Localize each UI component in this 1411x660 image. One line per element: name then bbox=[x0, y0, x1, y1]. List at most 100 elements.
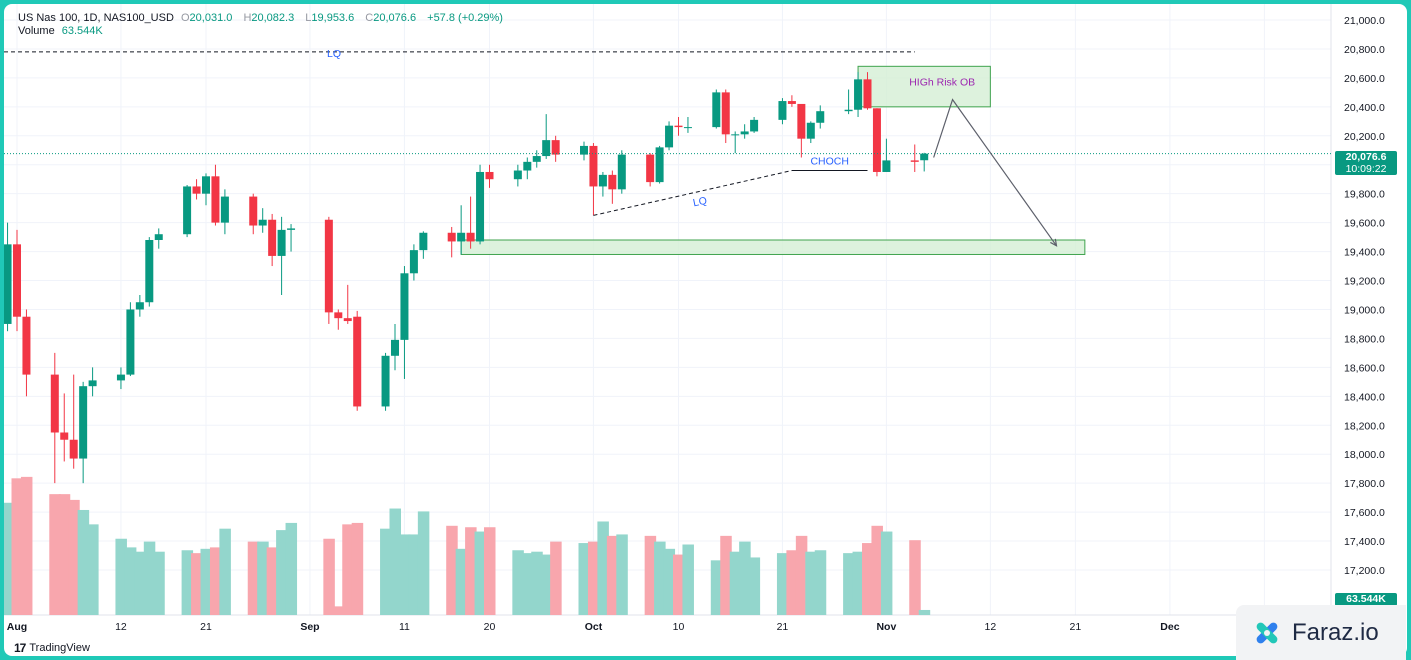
candle-body bbox=[88, 380, 97, 387]
volume-bar bbox=[115, 538, 127, 615]
volume-bar bbox=[465, 527, 477, 615]
candle-body bbox=[268, 219, 277, 256]
volume-bar bbox=[417, 511, 430, 615]
volume-bar bbox=[739, 541, 751, 615]
volume-bar bbox=[654, 541, 666, 615]
price-tick-label: 18,800.0 bbox=[1344, 333, 1385, 345]
lq-trend-label: LQ bbox=[692, 195, 708, 210]
candle-body bbox=[816, 111, 825, 123]
price-tick-label: 19,400.0 bbox=[1344, 247, 1385, 259]
low-label: L bbox=[305, 12, 312, 24]
low-value: 19,953.6 bbox=[311, 12, 355, 24]
volume-bar bbox=[521, 553, 534, 615]
time-tick-label: 12 bbox=[985, 621, 997, 633]
candle-body bbox=[353, 316, 362, 407]
volume-bar bbox=[219, 528, 231, 615]
candle-body bbox=[60, 432, 69, 440]
bar-countdown: 10:09:22 bbox=[1345, 163, 1387, 175]
candle-body bbox=[542, 140, 551, 157]
time-tick-label: 20 bbox=[484, 621, 496, 633]
price-tick-label: 19,000.0 bbox=[1344, 304, 1385, 316]
symbol-name[interactable]: US Nas 100, 1D, NAS100_USD bbox=[18, 12, 174, 24]
candle-body bbox=[731, 134, 740, 136]
volume-bar bbox=[871, 525, 883, 615]
volume-bar bbox=[143, 541, 156, 615]
volume-bar bbox=[606, 535, 619, 615]
volume-bar bbox=[843, 553, 855, 615]
candle-body bbox=[249, 196, 258, 226]
price-tick-label: 20,800.0 bbox=[1344, 44, 1385, 56]
volume-bar bbox=[474, 531, 487, 615]
volume-bar bbox=[257, 541, 269, 615]
candle-body bbox=[740, 131, 749, 135]
change-value: +57.8 (+0.29%) bbox=[427, 12, 503, 24]
candle-body bbox=[721, 92, 730, 135]
order-block-label: HIGh Risk OB bbox=[909, 77, 975, 89]
volume-bar bbox=[20, 476, 33, 615]
candle-body bbox=[712, 92, 721, 128]
volume-bar bbox=[587, 541, 600, 615]
volume-bar bbox=[918, 609, 931, 615]
faraz-label: Faraz.io bbox=[1292, 618, 1379, 646]
tradingview-logo[interactable]: 17 TradingView bbox=[14, 641, 90, 655]
volume-bars bbox=[4, 476, 931, 615]
price-tick-label: 19,800.0 bbox=[1344, 189, 1385, 201]
volume-bar bbox=[720, 535, 732, 615]
time-tick-label: 21 bbox=[1070, 621, 1082, 633]
price-tick-label: 21,000.0 bbox=[1344, 15, 1385, 27]
volume-bar bbox=[11, 478, 23, 615]
volume-bar bbox=[4, 502, 14, 615]
candle-body bbox=[220, 196, 229, 223]
candle-body bbox=[419, 232, 428, 251]
candle-body bbox=[683, 127, 692, 129]
time-tick-label: Aug bbox=[7, 621, 27, 633]
candle-body bbox=[381, 355, 390, 407]
candle-body bbox=[154, 234, 163, 240]
price-tick-label: 20,600.0 bbox=[1344, 73, 1385, 85]
candle-body bbox=[466, 232, 475, 242]
volume-bar bbox=[578, 543, 590, 615]
time-tick-label: 10 bbox=[673, 621, 685, 633]
volume-bar bbox=[351, 522, 364, 615]
volume-bar bbox=[909, 540, 921, 615]
candle-body bbox=[551, 140, 560, 155]
time-tick-label: 21 bbox=[200, 621, 212, 633]
candle-body bbox=[617, 154, 626, 190]
volume-label[interactable]: Volume bbox=[18, 25, 55, 37]
close-label: C bbox=[365, 12, 374, 24]
candle-body bbox=[797, 103, 806, 139]
candle-body bbox=[50, 374, 59, 433]
price-tick-label: 20,200.0 bbox=[1344, 131, 1385, 143]
order-block-zone bbox=[857, 65, 991, 108]
candle-body bbox=[457, 232, 466, 242]
high-value: 20,082.3 bbox=[251, 12, 295, 24]
volume-bar bbox=[880, 531, 893, 615]
volume-bar bbox=[597, 521, 609, 615]
candle-body bbox=[580, 145, 588, 155]
price-tick-label: 18,600.0 bbox=[1344, 362, 1385, 374]
time-tick-label: 12 bbox=[115, 621, 127, 633]
lq-level-label: LQ bbox=[327, 48, 341, 60]
candle-body bbox=[608, 174, 617, 190]
volume-bar bbox=[134, 551, 146, 615]
volume-bar bbox=[181, 550, 194, 615]
candle-body bbox=[409, 250, 418, 274]
projection-arrowhead bbox=[1050, 238, 1058, 247]
candle-body bbox=[863, 79, 872, 109]
volume-bar bbox=[58, 494, 71, 615]
candle-body bbox=[400, 273, 409, 340]
price-tick-label: 18,000.0 bbox=[1344, 449, 1385, 461]
last-volume-tag: 63.544K bbox=[1335, 593, 1397, 606]
candle-body bbox=[844, 109, 853, 112]
candle-body bbox=[872, 108, 881, 172]
candle-body bbox=[513, 170, 522, 180]
volume-bar bbox=[389, 508, 401, 615]
projection-path bbox=[933, 98, 1057, 247]
time-axis[interactable]: Aug1221Sep1120Oct1021Nov1221Dec11 bbox=[7, 621, 1270, 633]
candle-body bbox=[882, 160, 891, 172]
volume-bar bbox=[673, 554, 685, 615]
candle-body bbox=[532, 156, 541, 162]
volume-bar bbox=[663, 548, 676, 615]
price-axis[interactable]: 17,200.0 17,400.0 17,600.0 17,800.0 18,000.0… bbox=[1344, 15, 1385, 577]
